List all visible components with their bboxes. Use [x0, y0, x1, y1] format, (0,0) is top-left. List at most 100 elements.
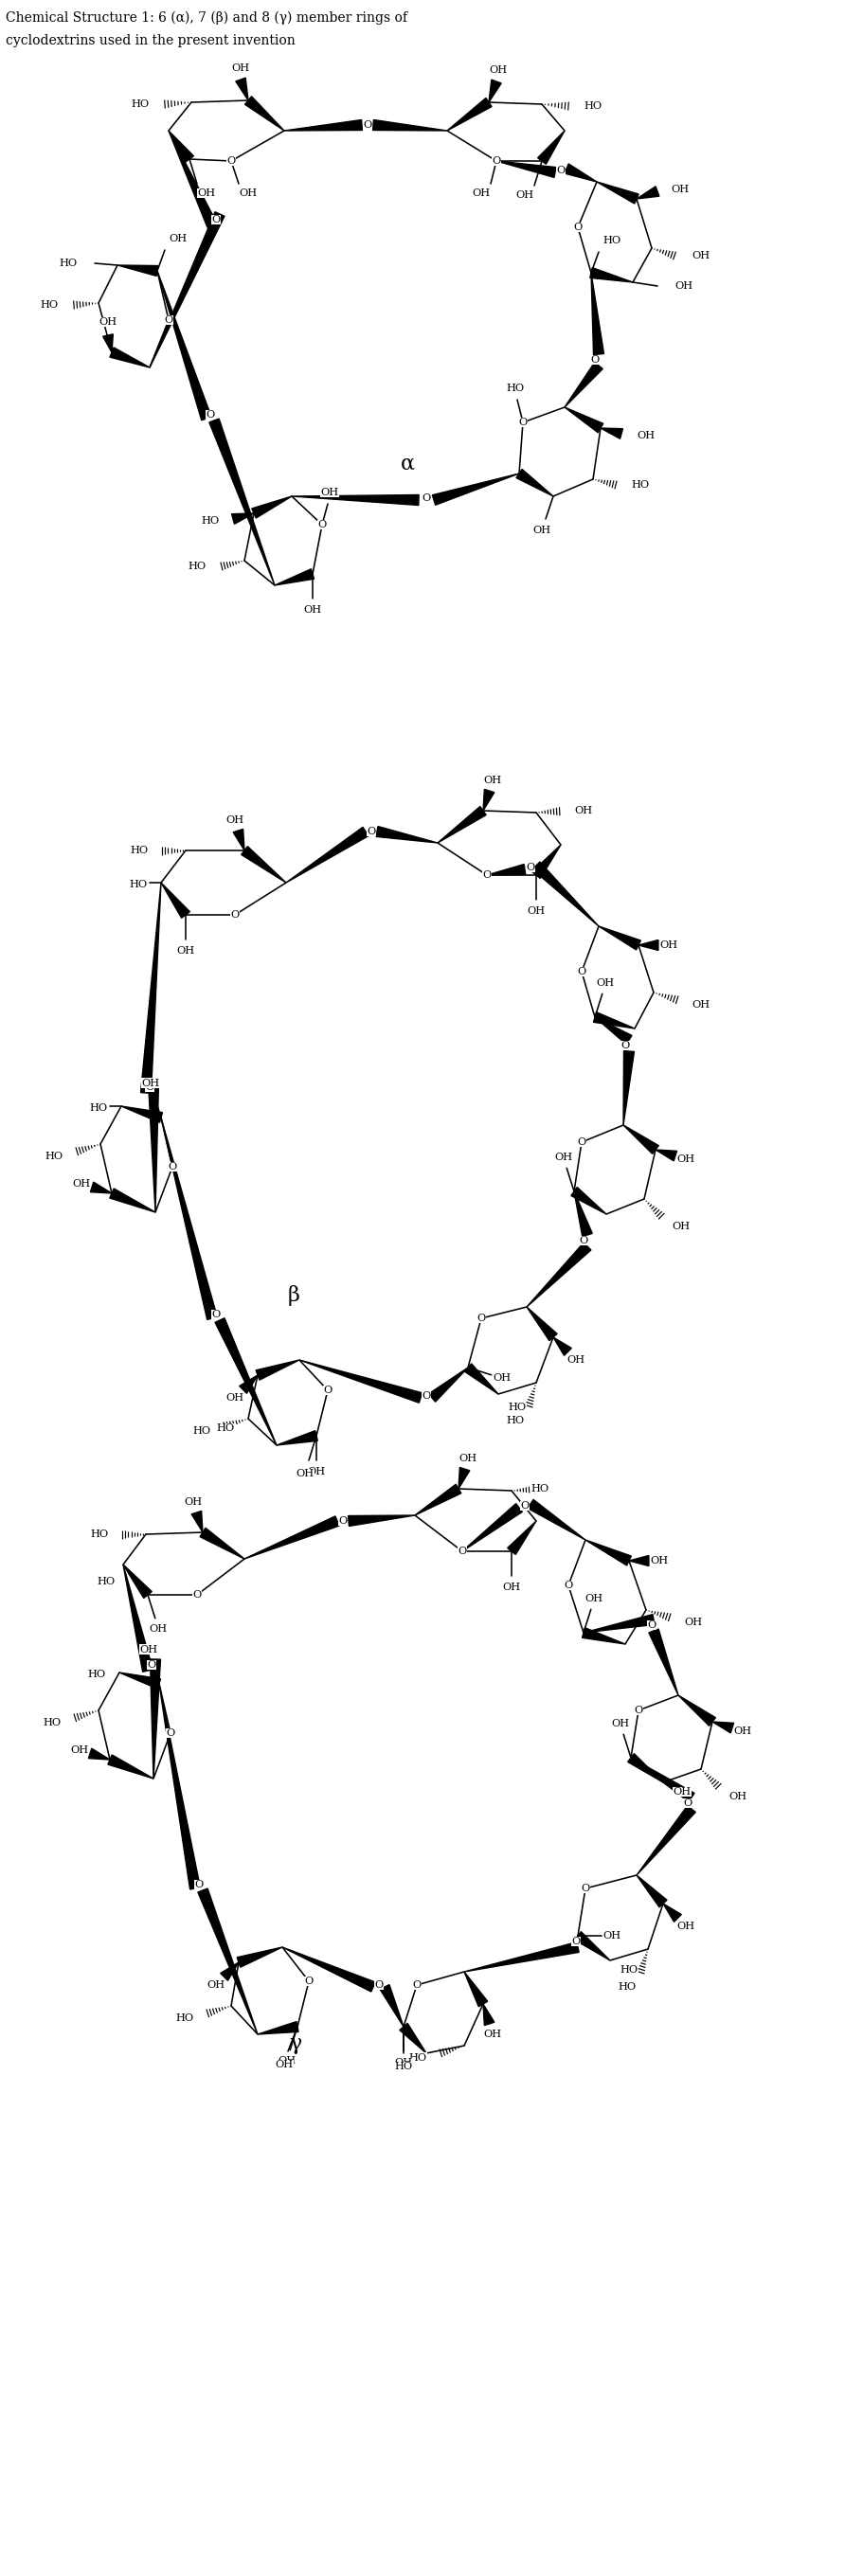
Polygon shape — [161, 884, 190, 917]
Text: OH: OH — [691, 999, 710, 1010]
Polygon shape — [527, 1499, 586, 1540]
Text: OH: OH — [459, 1453, 477, 1463]
Text: HO: HO — [97, 1577, 116, 1587]
Text: O: O — [647, 1620, 656, 1631]
Polygon shape — [348, 1515, 415, 1525]
Polygon shape — [258, 2022, 298, 2035]
Polygon shape — [232, 513, 253, 523]
Text: O: O — [194, 1880, 204, 1888]
Polygon shape — [526, 1242, 591, 1306]
Text: OH: OH — [586, 1595, 603, 1602]
Text: O: O — [374, 1981, 384, 1989]
Text: OH: OH — [603, 1932, 621, 1940]
Text: O: O — [621, 1041, 630, 1051]
Text: O: O — [206, 410, 215, 420]
Polygon shape — [169, 131, 217, 227]
Text: O: O — [482, 871, 491, 881]
Text: OH: OH — [554, 1151, 572, 1162]
Polygon shape — [483, 788, 494, 811]
Text: O: O — [168, 1162, 177, 1172]
Polygon shape — [624, 1126, 659, 1154]
Text: OH: OH — [574, 806, 592, 817]
Polygon shape — [123, 1564, 153, 1672]
Text: OH: OH — [527, 907, 545, 917]
Polygon shape — [415, 1484, 461, 1515]
Text: OH: OH — [515, 191, 534, 201]
Polygon shape — [649, 1628, 679, 1695]
Polygon shape — [656, 1149, 677, 1162]
Polygon shape — [210, 420, 275, 585]
Text: γ: γ — [289, 2032, 302, 2053]
Text: OH: OH — [660, 940, 679, 951]
Polygon shape — [564, 407, 603, 433]
Polygon shape — [117, 265, 158, 276]
Polygon shape — [299, 1360, 422, 1404]
Polygon shape — [245, 95, 284, 131]
Text: OH: OH — [320, 487, 339, 497]
Polygon shape — [636, 1806, 695, 1875]
Text: O: O — [193, 1589, 201, 1600]
Polygon shape — [628, 1754, 663, 1783]
Text: HO: HO — [584, 100, 602, 111]
Polygon shape — [574, 1190, 592, 1236]
Text: OH: OH — [673, 1788, 690, 1795]
Polygon shape — [590, 268, 633, 283]
Text: O: O — [526, 863, 535, 873]
Polygon shape — [292, 495, 419, 505]
Polygon shape — [631, 1757, 695, 1801]
Text: OH: OH — [275, 2061, 293, 2069]
Polygon shape — [169, 131, 194, 162]
Polygon shape — [236, 77, 248, 100]
Polygon shape — [571, 1188, 606, 1213]
Text: HO: HO — [193, 1427, 210, 1435]
Polygon shape — [103, 335, 113, 353]
Polygon shape — [110, 1188, 155, 1213]
Text: OH: OH — [533, 526, 551, 536]
Text: OH: OH — [308, 1466, 325, 1476]
Polygon shape — [516, 469, 553, 497]
Polygon shape — [601, 428, 623, 438]
Polygon shape — [592, 273, 604, 355]
Polygon shape — [161, 1118, 217, 1319]
Polygon shape — [584, 1615, 655, 1633]
Polygon shape — [483, 2004, 494, 2025]
Polygon shape — [639, 940, 658, 951]
Polygon shape — [595, 1018, 632, 1043]
Text: O: O — [147, 1659, 156, 1669]
Polygon shape — [286, 827, 368, 884]
Text: O: O — [574, 222, 582, 232]
Text: O: O — [318, 520, 326, 531]
Text: OH: OH — [303, 605, 322, 616]
Text: OH: OH — [198, 188, 215, 198]
Polygon shape — [576, 1935, 583, 1942]
Polygon shape — [553, 1337, 571, 1355]
Text: OH: OH — [684, 1618, 702, 1625]
Polygon shape — [233, 829, 244, 850]
Text: O: O — [581, 1883, 590, 1893]
Text: OH: OH — [472, 188, 490, 198]
Polygon shape — [108, 1754, 154, 1777]
Text: OH: OH — [239, 188, 257, 198]
Text: cyclodextrins used in the present invention: cyclodextrins used in the present invent… — [6, 33, 295, 46]
Text: HO: HO — [45, 1151, 63, 1162]
Text: HO: HO — [506, 1417, 524, 1425]
Polygon shape — [140, 884, 161, 1092]
Polygon shape — [636, 1875, 667, 1906]
Text: OH: OH — [677, 1922, 695, 1932]
Polygon shape — [282, 1947, 375, 1991]
Polygon shape — [150, 211, 225, 368]
Polygon shape — [373, 121, 447, 131]
Polygon shape — [496, 160, 556, 178]
Text: HO: HO — [41, 301, 59, 309]
Text: O: O — [211, 214, 221, 224]
Text: α: α — [401, 453, 414, 474]
Polygon shape — [526, 1306, 557, 1340]
Text: O: O — [564, 1582, 573, 1589]
Text: OH: OH — [184, 1497, 202, 1507]
Text: HO: HO — [129, 881, 148, 889]
Text: OH: OH — [503, 1582, 521, 1592]
Text: OH: OH — [677, 1154, 695, 1164]
Text: O: O — [145, 1082, 154, 1092]
Polygon shape — [532, 845, 561, 878]
Text: OH: OH — [671, 185, 689, 193]
